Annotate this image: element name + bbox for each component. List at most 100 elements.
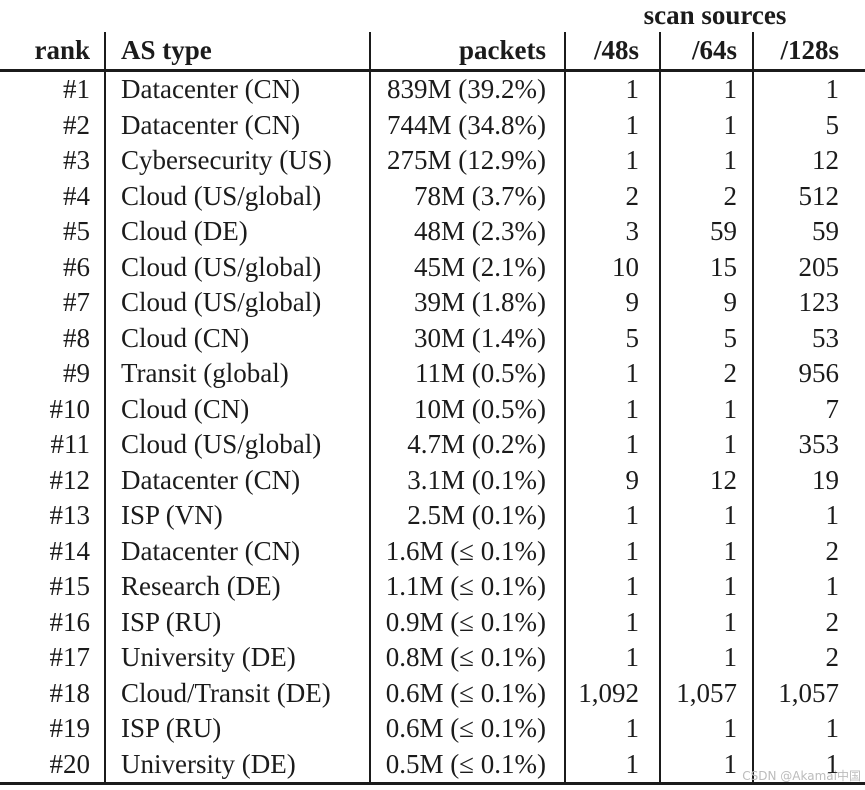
cell-as-type: Cloud (CN) (105, 391, 371, 427)
cell-128s: 19 (812, 464, 840, 495)
table-body: #1 Datacenter (CN) 839M (39.2%) 1 1 1 #2 Datace… (0, 70, 865, 784)
cell-128s: 1 (825, 748, 840, 779)
cell-rank: #5 (0, 214, 106, 250)
cell-64s: 1 (660, 498, 754, 534)
cell-128s: 5 (825, 109, 840, 140)
cell-rank: #20 (0, 746, 106, 784)
cell-packets: 3.1M (0.1%) (370, 462, 566, 498)
column-header-as-type: AS type (105, 32, 371, 72)
cell-64s: 9 (660, 285, 754, 321)
cell-as-type: Datacenter (CN) (105, 70, 371, 108)
cell-as-type: Cloud (US/global) (105, 285, 371, 321)
table-row: #7 Cloud (US/global) 39M (1.8%) 9 9 123 (0, 285, 865, 321)
cell-packets: 1.1M (≤ 0.1%) (370, 569, 566, 605)
cell-64s: 1 (660, 391, 754, 427)
cell-48s: 3 (565, 214, 661, 250)
cell-as-type: Cloud/Transit (DE) (105, 675, 371, 711)
cell-128s: 59 (812, 216, 840, 247)
cell-packets: 10M (0.5%) (370, 391, 566, 427)
cell-128s: 205 (798, 251, 840, 282)
table-header: scan sources rank AS type packets /48s /… (0, 0, 865, 72)
cell-as-type: Cloud (US/global) (105, 178, 371, 214)
cell-as-type: Transit (global) (105, 356, 371, 392)
cell-packets: 275M (12.9%) (370, 143, 566, 179)
cell-48s: 1 (565, 356, 661, 392)
cell-128s: 7 (825, 393, 840, 424)
column-header-48s: /48s (565, 32, 661, 72)
cell-48s: 1,092 (565, 675, 661, 711)
cell-48s: 2 (565, 178, 661, 214)
cell-48s: 1 (565, 711, 661, 747)
cell-64s: 2 (660, 356, 754, 392)
table-row: #1 Datacenter (CN) 839M (39.2%) 1 1 1 (0, 70, 865, 108)
cell-as-type: Cloud (US/global) (105, 427, 371, 463)
cell-64s: 1 (660, 107, 754, 143)
cell-64s: 59 (660, 214, 754, 250)
cell-rank: #15 (0, 569, 106, 605)
table-row: #4 Cloud (US/global) 78M (3.7%) 2 2 512 (0, 178, 865, 214)
cell-rank: #19 (0, 711, 106, 747)
cell-48s: 5 (565, 320, 661, 356)
cell-rank: #17 (0, 640, 106, 676)
cell-as-type: University (DE) (105, 746, 371, 784)
cell-packets: 1.6M (≤ 0.1%) (370, 533, 566, 569)
cell-as-type: Cybersecurity (US) (105, 143, 371, 179)
table-row: #5 Cloud (DE) 48M (2.3%) 3 59 59 (0, 214, 865, 250)
table-row: #20 University (DE) 0.5M (≤ 0.1%) 1 1 1 (0, 746, 865, 784)
cell-packets: 0.6M (≤ 0.1%) (370, 675, 566, 711)
cell-128s: 123 (798, 287, 840, 318)
cell-128s: 956 (798, 358, 840, 389)
cell-as-type: Cloud (US/global) (105, 249, 371, 285)
cell-128s: 512 (798, 180, 840, 211)
cell-as-type: ISP (VN) (105, 498, 371, 534)
cell-48s: 1 (565, 70, 661, 108)
cell-rank: #16 (0, 604, 106, 640)
cell-128s: 1 (825, 713, 840, 744)
cell-128s: 353 (798, 429, 840, 460)
table-row: #15 Research (DE) 1.1M (≤ 0.1%) 1 1 1 (0, 569, 865, 605)
cell-48s: 1 (565, 533, 661, 569)
cell-64s: 1 (660, 640, 754, 676)
table-row: #8 Cloud (CN) 30M (1.4%) 5 5 53 (0, 320, 865, 356)
table-row: #12 Datacenter (CN) 3.1M (0.1%) 9 12 19 (0, 462, 865, 498)
cell-128s: 2 (825, 606, 840, 637)
cell-64s: 1 (660, 569, 754, 605)
table-row: #18 Cloud/Transit (DE) 0.6M (≤ 0.1%) 1,092 1… (0, 675, 865, 711)
cell-64s: 1 (660, 746, 754, 784)
cell-packets: 0.6M (≤ 0.1%) (370, 711, 566, 747)
cell-rank: #4 (0, 178, 106, 214)
cell-packets: 4.7M (0.2%) (370, 427, 566, 463)
cell-48s: 9 (565, 462, 661, 498)
table-row: #13 ISP (VN) 2.5M (0.1%) 1 1 1 (0, 498, 865, 534)
cell-as-type: Datacenter (CN) (105, 533, 371, 569)
cell-packets: 0.9M (≤ 0.1%) (370, 604, 566, 640)
cell-48s: 1 (565, 640, 661, 676)
cell-128s: 1 (825, 500, 840, 531)
cell-as-type: Research (DE) (105, 569, 371, 605)
cell-rank: #14 (0, 533, 106, 569)
table-row: #19 ISP (RU) 0.6M (≤ 0.1%) 1 1 1 (0, 711, 865, 747)
table-row: #6 Cloud (US/global) 45M (2.1%) 10 15 205 (0, 249, 865, 285)
cell-packets: 78M (3.7%) (370, 178, 566, 214)
cell-128s: 1 (825, 571, 840, 602)
cell-packets: 0.8M (≤ 0.1%) (370, 640, 566, 676)
span-header-row: scan sources (0, 0, 865, 32)
table-row: #14 Datacenter (CN) 1.6M (≤ 0.1%) 1 1 2 (0, 533, 865, 569)
column-header-64s: /64s (660, 32, 754, 72)
table-row: #2 Datacenter (CN) 744M (34.8%) 1 1 5 (0, 107, 865, 143)
cell-as-type: University (DE) (105, 640, 371, 676)
cell-64s: 1 (660, 427, 754, 463)
table-row: #10 Cloud (CN) 10M (0.5%) 1 1 7 (0, 391, 865, 427)
column-header-packets: packets (370, 32, 566, 72)
cell-packets: 0.5M (≤ 0.1%) (370, 746, 566, 784)
cell-48s: 1 (565, 391, 661, 427)
cell-64s: 1,057 (660, 675, 754, 711)
cell-as-type: Datacenter (CN) (105, 107, 371, 143)
cell-128s: 53 (812, 322, 840, 353)
cell-48s: 1 (565, 427, 661, 463)
cell-packets: 2.5M (0.1%) (370, 498, 566, 534)
table-row: #9 Transit (global) 11M (0.5%) 1 2 956 (0, 356, 865, 392)
cell-64s: 1 (660, 604, 754, 640)
cell-packets: 30M (1.4%) (370, 320, 566, 356)
